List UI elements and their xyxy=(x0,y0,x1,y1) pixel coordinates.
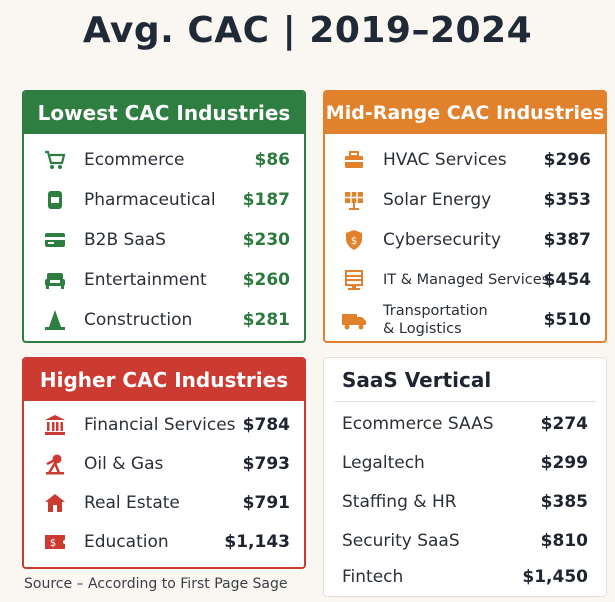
mid-cac-header: Mid-Range CAC Industries xyxy=(325,92,605,134)
cac-value: $281 xyxy=(242,310,290,330)
svg-text:$: $ xyxy=(351,236,357,247)
divider xyxy=(334,401,596,402)
cac-value: $810 xyxy=(540,531,588,551)
cac-value: $86 xyxy=(254,150,291,170)
cac-value: $353 xyxy=(543,190,591,210)
cac-value: $299 xyxy=(540,453,588,473)
industry-label: Construction xyxy=(84,310,193,330)
vertical-label: Legaltech xyxy=(342,453,425,473)
list-item: Solar Energy $353 xyxy=(325,186,605,214)
vertical-label: Ecommerce SAAS xyxy=(342,414,494,434)
source-note: Source – According to First Page Sage xyxy=(24,576,288,592)
list-item: IT & Managed Services $454 xyxy=(325,266,605,294)
cac-value: $1,143 xyxy=(224,532,290,552)
vertical-label: Security SaaS xyxy=(342,531,460,551)
industry-label: Solar Energy xyxy=(383,190,492,210)
svg-text:$: $ xyxy=(50,538,56,549)
solar-panel-icon xyxy=(345,192,363,210)
cac-value: $260 xyxy=(242,270,290,290)
card-icon xyxy=(45,233,65,247)
industry-label: Education xyxy=(84,532,169,552)
industry-label: Financial Services xyxy=(84,415,236,435)
industry-label: Oil & Gas xyxy=(84,454,164,474)
house-icon xyxy=(45,494,65,512)
sofa-icon xyxy=(45,273,65,289)
truck-icon xyxy=(342,314,366,330)
lowest-cac-header: Lowest CAC Industries xyxy=(24,92,304,134)
list-item: Staffing & HR $385 xyxy=(324,488,606,516)
list-item: Legaltech $299 xyxy=(324,449,606,477)
cac-value: $791 xyxy=(242,493,290,513)
industry-label: Pharmaceutical xyxy=(84,190,216,210)
saas-vertical-card: SaaS Vertical Ecommerce SAAS $274 Legalt… xyxy=(323,357,607,597)
lowest-cac-card: Lowest CAC Industries Ecommerce $86 Phar… xyxy=(22,90,306,343)
cac-value: $1,450 xyxy=(522,567,588,587)
oil-pump-icon xyxy=(46,454,64,475)
industry-label: Entertainment xyxy=(84,270,207,290)
list-item: Transportation & Logistics $510 xyxy=(325,302,605,338)
industry-label: Transportation & Logistics xyxy=(383,303,488,337)
cac-value: $230 xyxy=(242,230,290,250)
list-item: Oil & Gas $793 xyxy=(24,450,304,478)
list-item: Financial Services $784 xyxy=(24,411,304,439)
industry-label: B2B SaaS xyxy=(84,230,166,250)
toolbox-icon xyxy=(345,151,363,168)
industry-label: Cybersecurity xyxy=(383,230,502,250)
cac-value: $793 xyxy=(242,454,290,474)
list-item: Security SaaS $810 xyxy=(324,527,606,555)
list-item: Ecommerce SAAS $274 xyxy=(324,410,606,438)
higher-cac-header: Higher CAC Industries xyxy=(24,359,304,401)
list-item: Ecommerce $86 xyxy=(24,146,304,174)
vertical-label: Staffing & HR xyxy=(342,492,457,512)
industry-label: IT & Managed Services xyxy=(383,272,550,288)
shield-icon: $ xyxy=(346,230,362,250)
server-icon xyxy=(345,270,363,290)
higher-cac-card: Higher CAC Industries Financial Services… xyxy=(22,357,306,569)
industry-label: HVAC Services xyxy=(383,150,507,170)
list-item: B2B SaaS $230 xyxy=(24,226,304,254)
list-item: Pharmaceutical $187 xyxy=(24,186,304,214)
bank-icon xyxy=(45,415,65,435)
list-item: Construction $281 xyxy=(24,306,304,334)
page-title: Avg. CAC | 2019–2024 xyxy=(82,10,533,51)
cac-value: $385 xyxy=(540,492,588,512)
list-item: $ Cybersecurity $387 xyxy=(325,226,605,254)
list-item: Entertainment $260 xyxy=(24,266,304,294)
saas-vertical-header: SaaS Vertical xyxy=(342,368,492,392)
cac-value: $454 xyxy=(543,270,591,290)
cac-value: $274 xyxy=(540,414,588,434)
vertical-label: Fintech xyxy=(342,567,404,587)
list-item: Real Estate $791 xyxy=(24,489,304,517)
cac-value: $187 xyxy=(242,190,290,210)
mid-cac-card: Mid-Range CAC Industries HVAC Services $… xyxy=(323,90,607,343)
cac-value: $387 xyxy=(543,230,591,250)
cone-icon xyxy=(45,310,65,330)
industry-label: Ecommerce xyxy=(84,150,185,170)
list-item: $ Education $1,143 xyxy=(24,528,304,556)
pill-bottle-icon xyxy=(48,191,62,209)
ticket-icon: $ xyxy=(45,535,65,549)
industry-label: Real Estate xyxy=(84,493,180,513)
cart-icon xyxy=(45,150,66,169)
list-item: HVAC Services $296 xyxy=(325,146,605,174)
cac-value: $510 xyxy=(543,310,591,330)
cac-value: $296 xyxy=(543,150,591,170)
cac-value: $784 xyxy=(242,415,290,435)
list-item: Fintech $1,450 xyxy=(324,563,606,591)
